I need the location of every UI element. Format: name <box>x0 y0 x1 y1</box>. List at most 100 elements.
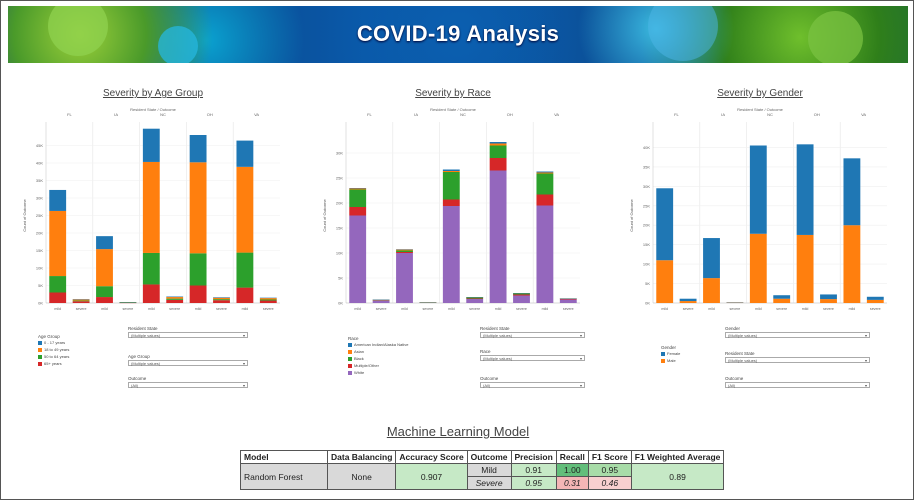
bar-segment[interactable] <box>559 299 577 300</box>
resident-state-filter[interactable]: (Multiple values) <box>480 332 585 339</box>
bar-segment[interactable] <box>213 297 230 300</box>
bar-segment[interactable] <box>236 252 254 288</box>
bar-segment[interactable] <box>536 173 554 195</box>
legend-item[interactable]: Black <box>348 356 364 361</box>
legend-item[interactable]: 0 - 17 years <box>38 340 65 345</box>
legend-item[interactable]: Female <box>661 351 680 356</box>
bar-segment[interactable] <box>442 206 460 303</box>
bar-segment[interactable] <box>189 285 207 304</box>
legend-item[interactable]: 65+ years <box>38 361 62 366</box>
bar-segment[interactable] <box>49 189 67 211</box>
bar-segment[interactable] <box>866 296 884 300</box>
legend-item[interactable]: Male <box>661 358 676 363</box>
bar-segment[interactable] <box>142 161 160 253</box>
bar-segment[interactable] <box>820 299 837 303</box>
bar-segment[interactable] <box>749 233 767 303</box>
bar-segment[interactable] <box>189 162 207 254</box>
bar-segment[interactable] <box>259 298 277 300</box>
bar-segment[interactable] <box>489 142 507 144</box>
bar-segment[interactable] <box>442 169 460 172</box>
bar-segment[interactable] <box>189 135 207 163</box>
bar-segment[interactable] <box>466 298 484 300</box>
bar-segment[interactable] <box>489 170 507 304</box>
legend-item[interactable]: 18 to 49 years <box>38 347 69 352</box>
bar-segment[interactable] <box>72 300 90 302</box>
bar-segment[interactable] <box>96 236 113 250</box>
age-group-filter[interactable]: (Multiple values) <box>128 360 248 367</box>
bar-segment[interactable] <box>513 293 530 295</box>
bar-segment[interactable] <box>142 128 160 162</box>
bar-segment[interactable] <box>142 284 160 303</box>
bar-segment[interactable] <box>166 299 184 303</box>
bar-segment[interactable] <box>536 205 554 304</box>
bar-segment[interactable] <box>236 166 254 253</box>
legend-item[interactable]: White <box>348 370 364 375</box>
bar-segment[interactable] <box>213 299 230 301</box>
bar-segment[interactable] <box>536 194 554 206</box>
bar-segment[interactable] <box>49 210 67 277</box>
bar-segment[interactable] <box>773 295 791 299</box>
outcome-filter[interactable]: (All) <box>480 382 585 389</box>
bar-segment[interactable] <box>236 140 254 167</box>
bar-segment[interactable] <box>749 145 767 234</box>
bar-segment[interactable] <box>349 188 367 189</box>
legend-item[interactable]: Multiple/Other <box>348 363 379 368</box>
bar-segment[interactable] <box>703 278 720 303</box>
bar-segment[interactable] <box>166 298 184 300</box>
bar-segment[interactable] <box>442 171 460 172</box>
legend-item[interactable]: American Indian/Alaska Native <box>348 342 408 347</box>
bar-segment[interactable] <box>466 299 484 303</box>
bar-segment[interactable] <box>396 252 413 253</box>
bar-segment[interactable] <box>396 250 413 253</box>
legend-item[interactable]: Asian <box>348 349 364 354</box>
bar-segment[interactable] <box>372 300 390 304</box>
bar-segment[interactable] <box>72 299 90 301</box>
gender-filter[interactable]: (Multiple values) <box>725 332 870 339</box>
bar-segment[interactable] <box>843 225 861 303</box>
bar-segment[interactable] <box>536 172 554 174</box>
bar-segment[interactable] <box>536 171 554 173</box>
bar-segment[interactable] <box>349 188 367 190</box>
bar-segment[interactable] <box>142 252 160 285</box>
bar-segment[interactable] <box>773 298 791 303</box>
bar-segment[interactable] <box>796 144 814 235</box>
bar-segment[interactable] <box>656 260 674 303</box>
bar-segment[interactable] <box>442 199 460 207</box>
bar-segment[interactable] <box>820 294 837 300</box>
bar-segment[interactable] <box>866 299 884 303</box>
bar-segment[interactable] <box>349 207 367 216</box>
bar-segment[interactable] <box>489 145 507 159</box>
bar-segment[interactable] <box>259 300 277 303</box>
bar-segment[interactable] <box>96 286 113 298</box>
bar-segment[interactable] <box>656 188 674 261</box>
bar-segment[interactable] <box>513 295 530 304</box>
bar-segment[interactable] <box>189 253 207 286</box>
bar-segment[interactable] <box>679 301 697 303</box>
bar-segment[interactable] <box>96 297 113 303</box>
bar-segment[interactable] <box>166 296 184 298</box>
bar-segment[interactable] <box>259 299 277 301</box>
bar-segment[interactable] <box>396 249 413 251</box>
bar-segment[interactable] <box>442 172 460 200</box>
bar-segment[interactable] <box>96 249 113 287</box>
legend-item[interactable]: 50 to 64 years <box>38 354 69 359</box>
bar-segment[interactable] <box>559 299 577 304</box>
bar-segment[interactable] <box>213 300 230 303</box>
outcome-filter[interactable]: (All) <box>128 382 248 389</box>
outcome-filter[interactable]: (All) <box>725 382 870 389</box>
bar-segment[interactable] <box>679 298 697 302</box>
resident-state-filter[interactable]: (Multiple values) <box>128 332 248 339</box>
bar-segment[interactable] <box>49 276 67 293</box>
bar-segment[interactable] <box>796 234 814 303</box>
bar-segment[interactable] <box>166 297 184 299</box>
bar-segment[interactable] <box>513 294 530 296</box>
bar-segment[interactable] <box>466 297 484 299</box>
bar-segment[interactable] <box>49 292 67 304</box>
bar-segment[interactable] <box>236 287 254 303</box>
bar-segment[interactable] <box>72 301 90 303</box>
bar-segment[interactable] <box>213 297 230 298</box>
bar-segment[interactable] <box>843 158 861 226</box>
race-filter[interactable]: (Multiple values) <box>480 355 585 362</box>
bar-segment[interactable] <box>396 253 413 303</box>
resident-state-filter[interactable]: (Multiple values) <box>725 357 870 364</box>
